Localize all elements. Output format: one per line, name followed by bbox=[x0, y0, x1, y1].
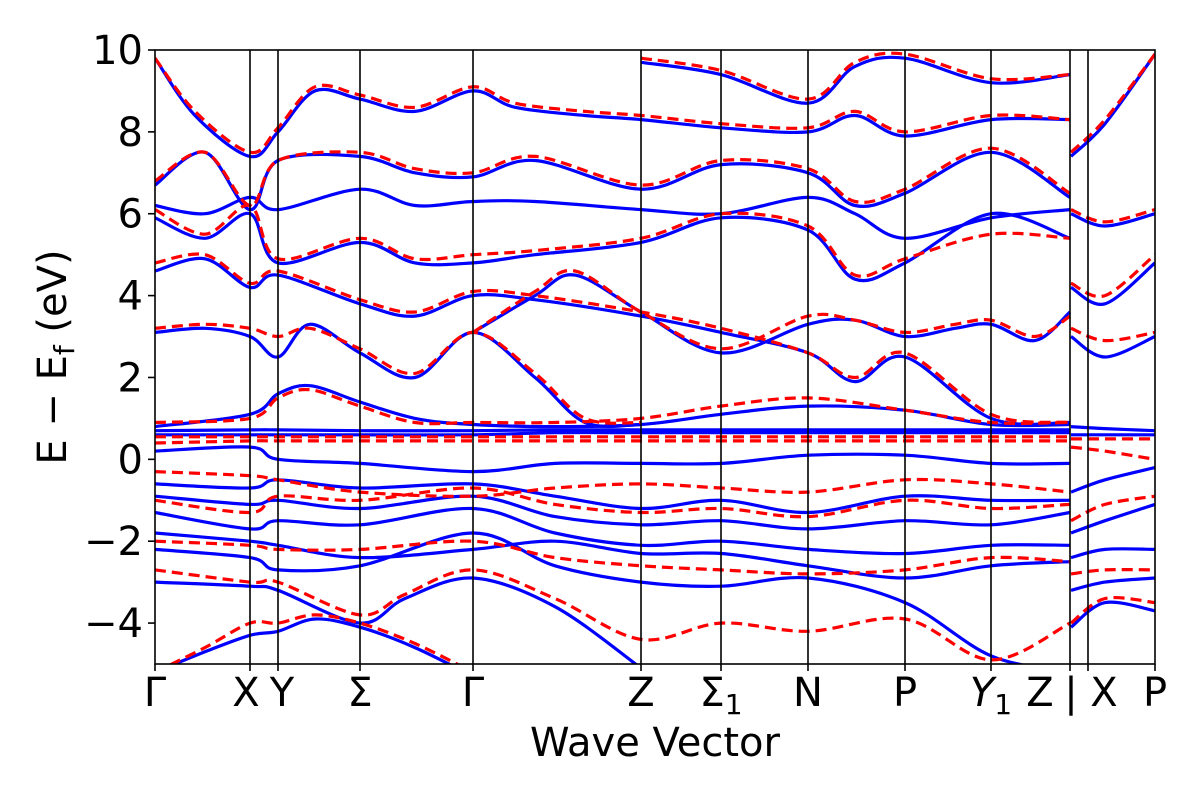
x-tick-label: Σ1 bbox=[699, 670, 742, 721]
y-tick-label: −2 bbox=[84, 519, 143, 565]
band-line-solid-15 bbox=[155, 187, 1071, 240]
band-line-solid-right-7 bbox=[1070, 335, 1155, 359]
band-line-dashed-5 bbox=[155, 439, 1070, 445]
band-line-solid-9 bbox=[155, 428, 1070, 433]
band-line-solid-2 bbox=[155, 531, 1027, 664]
band-line-solid-11 bbox=[155, 322, 642, 429]
x-tick-label: N bbox=[793, 670, 823, 716]
x-tick-label: | bbox=[1064, 670, 1077, 716]
band-line-dashed-11 bbox=[155, 203, 1071, 278]
y-axis-title: E − Ef (eV) bbox=[30, 249, 81, 464]
kpoint-divider-lines bbox=[249, 50, 1089, 664]
band-line-solid-right-3 bbox=[1070, 502, 1155, 535]
band-line-dashed-7 bbox=[155, 387, 1071, 426]
y-tick-label: 8 bbox=[118, 110, 143, 156]
band-line-dashed-right-6 bbox=[1070, 253, 1155, 299]
y-tick-label: 0 bbox=[118, 437, 143, 483]
y-axis-title-unit-text: (eV) bbox=[30, 249, 76, 332]
x-tick-label: Γ bbox=[462, 670, 485, 716]
band-line-dashed-right-2 bbox=[1070, 494, 1155, 523]
bands-dashed-series bbox=[155, 51, 1155, 664]
x-tick-label: P bbox=[893, 670, 917, 716]
y-tick-label: 6 bbox=[118, 192, 143, 238]
x-tick-label: Z bbox=[1026, 670, 1053, 716]
band-line-dashed-right-5 bbox=[1070, 326, 1155, 343]
bands-solid-series bbox=[155, 53, 1155, 664]
band-line-dashed-8 bbox=[155, 322, 642, 425]
band-line-solid-right-9 bbox=[1070, 212, 1155, 228]
x-tick-label: Y bbox=[269, 670, 295, 716]
band-line-solid-right-0 bbox=[1069, 600, 1155, 629]
band-line-dashed-14 bbox=[640, 51, 1071, 101]
y-tick-label: −4 bbox=[84, 601, 143, 647]
band-line-solid-18 bbox=[640, 55, 1071, 105]
band-line-dashed-right-1 bbox=[1070, 567, 1155, 576]
band-line-dashed-right-3 bbox=[1070, 445, 1155, 461]
band-line-dashed-3 bbox=[155, 486, 1071, 519]
band-line-dashed-1 bbox=[155, 568, 1071, 662]
x-axis-ticks: Γ X Y Σ Γ Z Σ1 N P Y1 Z | X P bbox=[144, 664, 1167, 721]
band-line-solid-7 bbox=[155, 445, 1071, 474]
band-line-solid-8 bbox=[155, 430, 1070, 437]
band-line-solid-right-6 bbox=[1070, 425, 1155, 433]
band-line-solid-17 bbox=[155, 57, 1071, 159]
y-axis-title-main: E − E bbox=[30, 355, 76, 465]
band-line-solid-right-1 bbox=[1070, 576, 1155, 592]
y-tick-label: 4 bbox=[118, 274, 143, 320]
y-axis-ticks: −4 −2 0 2 4 6 8 10 bbox=[84, 28, 155, 647]
band-line-dashed-10 bbox=[155, 252, 1071, 425]
x-axis-title: Wave Vector bbox=[530, 720, 781, 766]
band-line-dashed-0 bbox=[168, 613, 461, 664]
band-line-dashed-13 bbox=[155, 57, 1071, 155]
x-tick-label: Γ bbox=[144, 670, 167, 716]
band-line-dashed-right-7 bbox=[1070, 208, 1155, 224]
x-tick-label: Y1 bbox=[970, 670, 1012, 721]
x-tick-label: X bbox=[232, 670, 259, 716]
x-tick-label: P bbox=[1143, 670, 1167, 716]
band-line-solid-right-4 bbox=[1070, 465, 1155, 494]
band-line-solid-14 bbox=[155, 211, 1071, 283]
band-line-solid-0 bbox=[170, 617, 453, 664]
x-tick-label: Z bbox=[627, 670, 654, 716]
band-line-dashed-9 bbox=[472, 268, 1071, 351]
y-tick-label: 2 bbox=[118, 355, 143, 401]
x-tick-label: Σ bbox=[347, 670, 372, 716]
x-tick-label: X bbox=[1090, 670, 1117, 716]
y-tick-label: 10 bbox=[92, 28, 143, 74]
band-line-dashed-12 bbox=[155, 146, 1071, 208]
band-line-solid-12 bbox=[472, 273, 1072, 355]
plot-frame bbox=[154, 49, 1156, 665]
y-axis-title-unit bbox=[30, 333, 76, 346]
band-line-dashed-4 bbox=[155, 470, 1071, 498]
y-axis-title-subscript: f bbox=[48, 344, 81, 355]
band-line-dashed-2 bbox=[155, 539, 1071, 576]
band-line-solid-right-2 bbox=[1070, 547, 1155, 560]
band-line-solid-1 bbox=[155, 576, 639, 664]
band-line-dashed-right-8 bbox=[1069, 53, 1155, 154]
band-line-dashed-right-0 bbox=[1069, 596, 1155, 625]
band-line-solid-right-8 bbox=[1070, 261, 1155, 306]
